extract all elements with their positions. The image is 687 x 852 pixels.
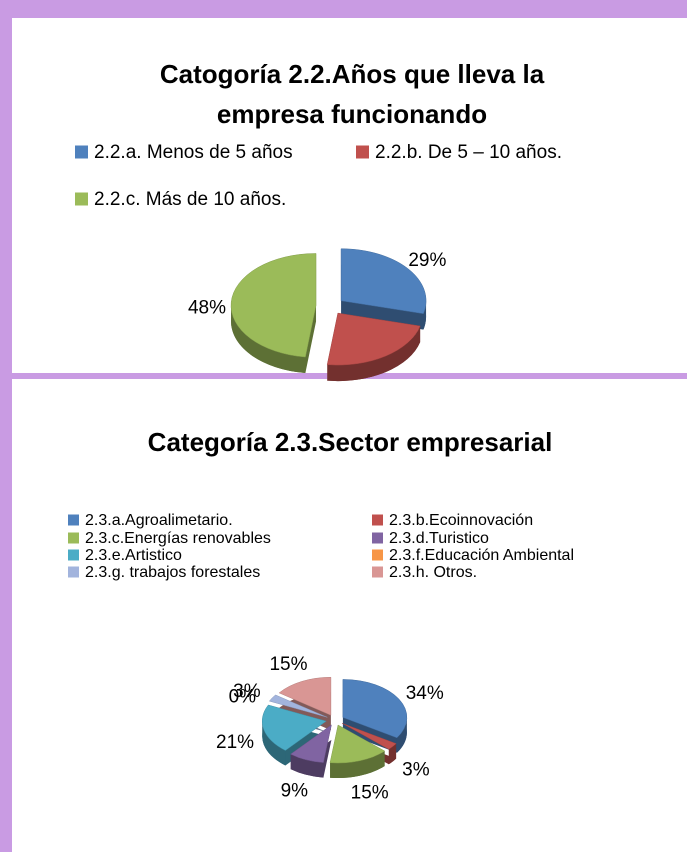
slice-side: [327, 326, 421, 382]
data-label: 29%: [408, 250, 446, 271]
pie-slice: [262, 704, 327, 766]
slice-top: [262, 704, 327, 751]
legend-swatch: [356, 145, 369, 159]
data-label: 3%: [233, 681, 261, 702]
legend-label: 2.3.f.Educación Ambiental: [389, 547, 574, 564]
data-label: 0%: [229, 687, 257, 708]
legend-label: 2.3.h. Otros.: [389, 564, 477, 581]
data-label: 21%: [216, 732, 254, 753]
legend-swatch: [68, 549, 79, 561]
slice-top: [329, 724, 386, 764]
legend-swatch: [372, 566, 383, 578]
legend-swatch: [68, 532, 79, 544]
pie-slice: [326, 312, 421, 382]
pie-slice: [340, 248, 427, 330]
legend-label: 2.2.c. Más de 10 años.: [94, 189, 286, 210]
legend-label: 2.2.a. Menos de 5 años: [94, 142, 293, 163]
data-label: 3%: [402, 759, 430, 780]
legend-swatch: [68, 514, 79, 526]
legend-label: 2.3.e.Artistico: [85, 547, 182, 564]
slice-side: [396, 717, 407, 753]
legend-swatch: [75, 145, 88, 159]
legend-swatch: [75, 192, 88, 206]
chart-title: Catogoría 2.2.Años que lleva la empresa …: [159, 59, 545, 129]
pie-slice: [230, 253, 317, 374]
data-label: 15%: [351, 782, 389, 803]
slice-top: [230, 253, 317, 358]
slice-top: [342, 679, 408, 739]
slice-top: [340, 248, 427, 314]
pie-slice: [329, 724, 386, 779]
legend-swatch: [372, 549, 383, 561]
data-label: 34%: [406, 683, 444, 704]
slice-top: [341, 723, 397, 750]
legend-label: 2.2.b. De 5 – 10 años.: [375, 142, 562, 163]
slice-top: [268, 694, 328, 718]
legend-label: 2.3.b.Ecoinnovación: [389, 512, 533, 529]
legend-label: 2.3.g. trabajos forestales: [85, 564, 260, 581]
chart-title: Categoría 2.3.Sector empresarial: [147, 427, 553, 457]
slice-top: [326, 312, 421, 366]
slice-top: [290, 724, 332, 763]
slice-side: [388, 743, 397, 765]
pie-slice: [290, 724, 332, 778]
legend-label: 2.3.a.Agroalimetario.: [85, 512, 233, 529]
legend-swatch: [68, 566, 79, 578]
legend-swatch: [372, 514, 383, 526]
legend-label: 2.3.c.Energías renovables: [85, 530, 271, 547]
legend-swatch: [372, 532, 383, 544]
legend-label: 2.3.d.Turistico: [389, 530, 489, 547]
slice-side: [290, 754, 324, 778]
data-label: 15%: [269, 654, 307, 675]
slice-side: [231, 305, 306, 374]
data-label: 48%: [188, 298, 226, 319]
data-label: 9%: [281, 781, 309, 802]
slice-top: [278, 676, 332, 716]
